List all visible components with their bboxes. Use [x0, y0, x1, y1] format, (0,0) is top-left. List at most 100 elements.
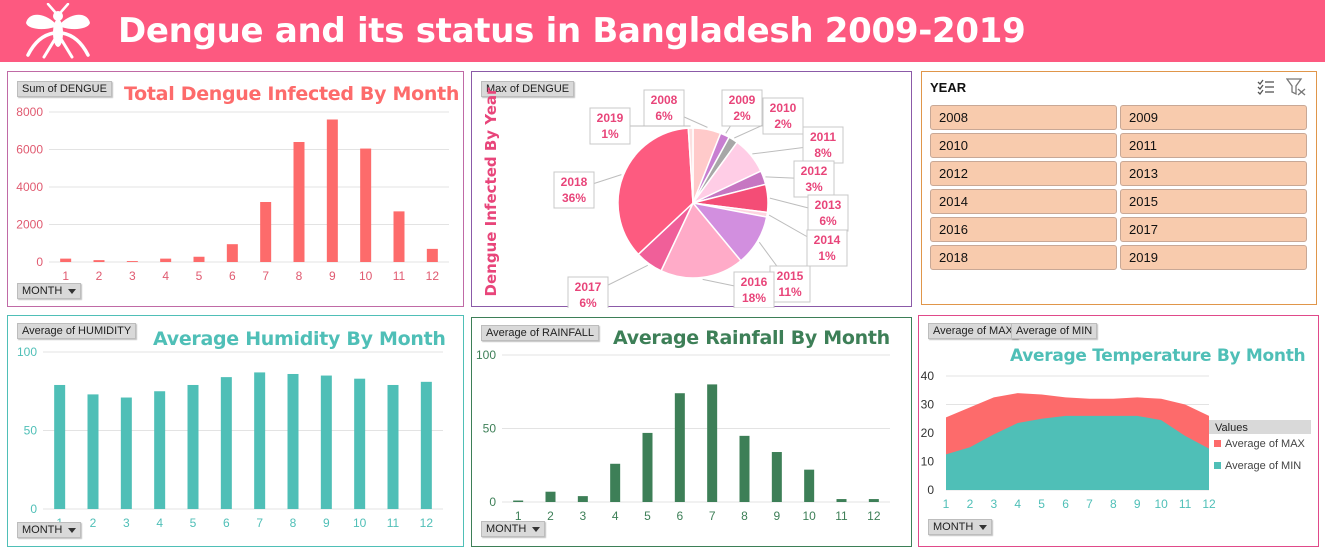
data-label-percent: 3%	[805, 180, 823, 194]
slicer-item-2009[interactable]: 2009	[1120, 105, 1307, 130]
month-axis-button[interactable]: MONTH	[17, 522, 82, 538]
bar	[545, 491, 556, 502]
x-tick-label: 7	[262, 269, 269, 283]
y-tick-label: 4000	[16, 180, 43, 194]
pie-slice	[687, 127, 694, 204]
bar	[577, 496, 588, 502]
bar	[260, 202, 272, 262]
year-slicer: YEAR 2008 2009 2010 2011 2012 2013 2014 2015 201…	[921, 71, 1317, 305]
month-axis-label: MONTH	[486, 523, 527, 535]
x-tick-label: 8	[290, 516, 297, 530]
bar	[707, 384, 718, 502]
pie-y-axis-label: Dengue Infected By Year	[482, 87, 500, 296]
data-label-box	[807, 194, 849, 232]
x-tick-label: 2	[96, 269, 103, 283]
x-tick-label: 3	[129, 269, 136, 283]
bar	[287, 373, 299, 509]
month-axis-button[interactable]: MONTH	[928, 519, 993, 535]
data-label-box	[567, 276, 609, 308]
x-tick-label: 7	[1086, 497, 1093, 511]
data-label-year: 2018	[561, 175, 588, 189]
average-of-humidity-field-button[interactable]: Average of HUMIDITY	[17, 323, 137, 339]
average-of-min-field-button[interactable]: Average of MIN	[1011, 323, 1098, 339]
average-of-max-field-button[interactable]: Average of MAX	[928, 323, 1018, 339]
clear-filter-icon[interactable]	[1286, 78, 1306, 96]
slicer-item-2015[interactable]: 2015	[1120, 189, 1307, 214]
slicer-item-2016[interactable]: 2016	[930, 217, 1117, 242]
x-tick-label: 8	[741, 509, 748, 523]
dengue-year-pie-chart: Dengue Infected By Year 2008 6% 2009 2% 2010 2…	[482, 87, 849, 308]
bar	[739, 435, 750, 502]
slicer-item-2018[interactable]: 2018	[930, 245, 1117, 270]
data-label-year: 2014	[814, 233, 841, 247]
data-label-box	[553, 171, 595, 209]
bar	[54, 384, 66, 509]
x-tick-label: 3	[990, 497, 997, 511]
slicer-item-2014[interactable]: 2014	[930, 189, 1117, 214]
dengue-by-month-panel: Sum of DENGUE Total Dengue Infected By M…	[7, 71, 464, 307]
x-tick-label: 7	[709, 509, 716, 523]
month-axis-label: MONTH	[22, 524, 63, 536]
bar	[160, 258, 172, 262]
legend-swatch	[1214, 440, 1221, 447]
x-tick-label: 6	[229, 269, 236, 283]
x-tick-label: 12	[426, 269, 440, 283]
data-label-year: 2013	[815, 198, 842, 212]
y-tick-label: 20	[921, 426, 935, 440]
slicer-item-2013[interactable]: 2013	[1120, 161, 1307, 186]
sum-of-dengue-field-button[interactable]: Sum of DENGUE	[17, 81, 112, 97]
x-tick-label: 12	[867, 509, 881, 523]
dengue-month-chart-title: Total Dengue Infected By Month	[124, 83, 460, 105]
bar	[642, 432, 653, 502]
y-tick-label: 30	[921, 398, 935, 412]
slicer-item-2017[interactable]: 2017	[1120, 217, 1307, 242]
dropdown-arrow-icon	[68, 527, 77, 533]
data-label-percent: 11%	[778, 285, 802, 299]
x-tick-label: 3	[579, 509, 586, 523]
month-axis-button[interactable]: MONTH	[481, 521, 546, 537]
slicer-item-2011[interactable]: 2011	[1120, 133, 1307, 158]
mosquito-icon	[26, 3, 90, 59]
slicer-item-2019[interactable]: 2019	[1120, 245, 1307, 270]
x-tick-label: 1	[943, 497, 950, 511]
data-label-box	[806, 229, 848, 267]
y-tick-label: 2000	[16, 218, 43, 232]
x-tick-label: 10	[802, 509, 816, 523]
slicer-item-2012[interactable]: 2012	[930, 161, 1117, 186]
x-tick-label: 9	[1134, 497, 1141, 511]
bar	[360, 148, 372, 262]
x-tick-label: 10	[359, 269, 373, 283]
x-tick-label: 4	[1014, 497, 1021, 511]
bar	[126, 261, 138, 262]
y-tick-label: 0	[927, 483, 934, 497]
legend-header	[1209, 420, 1311, 434]
multi-select-icon[interactable]	[1257, 79, 1275, 95]
average-of-rainfall-field-button[interactable]: Average of RAINFALL	[481, 325, 600, 341]
month-axis-button[interactable]: MONTH	[17, 283, 82, 299]
x-tick-label: 9	[773, 509, 780, 523]
x-tick-label: 1	[62, 269, 69, 283]
bar	[387, 384, 399, 509]
data-label-box	[733, 271, 775, 308]
legend-entry: Average of MAX	[1225, 438, 1306, 450]
data-label-percent: 2%	[774, 117, 792, 131]
data-label-percent: 36%	[562, 191, 586, 205]
data-label-year: 2017	[575, 280, 602, 294]
bar	[771, 452, 782, 502]
temperature-chart-title: Average Temperature By Month	[1010, 346, 1306, 366]
data-label-box	[769, 265, 811, 303]
x-tick-label: 11	[1179, 497, 1192, 511]
x-tick-label: 4	[162, 269, 169, 283]
pie-slice	[660, 201, 742, 279]
slicer-item-2008[interactable]: 2008	[930, 105, 1117, 130]
bar	[120, 397, 132, 509]
dropdown-arrow-icon	[68, 288, 77, 294]
bar	[60, 258, 72, 262]
max-of-dengue-field-button[interactable]: Max of DENGUE	[481, 81, 575, 97]
slicer-item-2010[interactable]: 2010	[930, 133, 1117, 158]
y-tick-label: 100	[17, 345, 37, 359]
data-label-percent: 8%	[814, 146, 832, 160]
temperature-panel: Average of MAX Average of MIN Average Te…	[918, 315, 1319, 547]
x-tick-label: 4	[612, 509, 619, 523]
